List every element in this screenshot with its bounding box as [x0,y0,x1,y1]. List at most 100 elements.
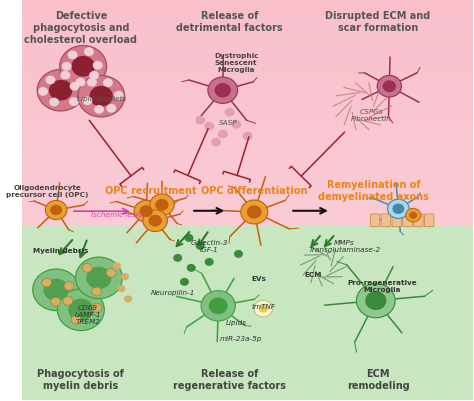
Text: CSPGs
Fibronectin: CSPGs Fibronectin [351,108,392,122]
FancyBboxPatch shape [22,136,473,152]
Text: OPC differentiation: OPC differentiation [201,186,308,196]
Circle shape [46,201,67,220]
Text: ECM: ECM [304,271,321,277]
FancyBboxPatch shape [22,227,473,400]
Circle shape [148,215,162,227]
Circle shape [51,298,61,306]
Circle shape [383,81,396,93]
FancyBboxPatch shape [22,196,473,211]
Circle shape [204,122,214,131]
Text: MMPs
Transglutaminase-2: MMPs Transglutaminase-2 [308,240,380,253]
Circle shape [89,72,99,81]
Circle shape [241,200,268,225]
Circle shape [211,138,221,147]
Circle shape [121,273,129,281]
Circle shape [150,194,174,216]
FancyBboxPatch shape [381,215,391,227]
Circle shape [38,88,48,97]
Circle shape [356,284,395,318]
FancyBboxPatch shape [22,1,473,227]
Circle shape [139,206,153,218]
Text: Defective
phagocytosis and
cholesterol overload: Defective phagocytosis and cholesterol o… [24,11,137,45]
Circle shape [215,84,231,98]
Circle shape [44,279,69,301]
Circle shape [64,282,74,291]
Circle shape [72,57,95,77]
Circle shape [106,269,116,277]
Circle shape [49,98,59,107]
Text: Remyelination of
demyelinated axons: Remyelination of demyelinated axons [318,180,429,201]
Circle shape [86,267,111,289]
Text: Lipid droplets: Lipid droplets [76,96,126,102]
Circle shape [94,106,104,115]
Text: Lipids: Lipids [226,319,247,325]
Text: Myelin debris: Myelin debris [33,247,88,253]
Circle shape [247,206,262,219]
Circle shape [42,279,52,287]
Circle shape [196,242,205,250]
FancyBboxPatch shape [22,166,473,181]
Circle shape [70,83,80,91]
Circle shape [69,98,79,107]
Text: tmTNF: tmTNF [251,303,275,309]
Circle shape [118,286,126,292]
Circle shape [124,296,132,303]
FancyBboxPatch shape [22,91,473,106]
Text: Ischemic lesion: Ischemic lesion [91,211,147,217]
Circle shape [243,132,253,141]
Text: SASP: SASP [219,120,238,126]
Text: ECM
remodeling: ECM remodeling [346,368,410,390]
Circle shape [78,76,125,117]
Circle shape [259,305,268,313]
Circle shape [75,79,85,87]
Text: OPC recruitment: OPC recruitment [105,186,196,196]
Circle shape [155,199,169,211]
Circle shape [62,63,72,71]
Circle shape [92,304,102,312]
FancyBboxPatch shape [22,152,473,166]
Circle shape [92,288,101,296]
Circle shape [90,87,113,107]
FancyBboxPatch shape [370,215,380,227]
Circle shape [37,70,84,112]
Circle shape [87,79,97,87]
Circle shape [184,234,193,242]
FancyBboxPatch shape [22,181,473,196]
Text: Oligodendrocyte
precursor cell (OPC): Oligodendrocyte precursor cell (OPC) [6,184,88,197]
Circle shape [209,298,228,314]
Circle shape [82,264,92,273]
Circle shape [254,300,273,317]
Circle shape [409,212,417,219]
Circle shape [377,76,401,98]
Text: Release of
detrimental factors: Release of detrimental factors [176,11,283,33]
Text: Galectin-3
IGF-1: Galectin-3 IGF-1 [191,240,228,253]
Circle shape [63,297,73,306]
Circle shape [68,299,93,321]
Circle shape [406,209,421,223]
Circle shape [68,51,78,60]
Circle shape [180,278,189,286]
FancyBboxPatch shape [22,106,473,122]
Circle shape [173,254,182,262]
Circle shape [75,257,122,299]
Text: Pro-regenerative
Microglia: Pro-regenerative Microglia [348,279,418,293]
Text: Release of
regenerative factors: Release of regenerative factors [173,368,286,390]
FancyBboxPatch shape [22,122,473,136]
FancyBboxPatch shape [22,211,473,227]
Circle shape [84,48,94,57]
Text: Disrupted ECM and
scar formation: Disrupted ECM and scar formation [326,11,431,33]
Circle shape [143,211,167,232]
FancyBboxPatch shape [424,215,434,227]
Circle shape [392,204,404,215]
Circle shape [234,250,243,258]
Circle shape [113,263,121,270]
Circle shape [57,289,104,331]
Circle shape [50,205,62,216]
Circle shape [49,81,73,101]
Circle shape [201,291,235,321]
Circle shape [33,269,80,311]
Text: miR-23a-5p: miR-23a-5p [219,335,262,341]
Circle shape [114,91,124,100]
Text: Phagocytosis of
myelin debris: Phagocytosis of myelin debris [37,368,124,390]
Text: Neuropilin-1: Neuropilin-1 [151,289,195,295]
